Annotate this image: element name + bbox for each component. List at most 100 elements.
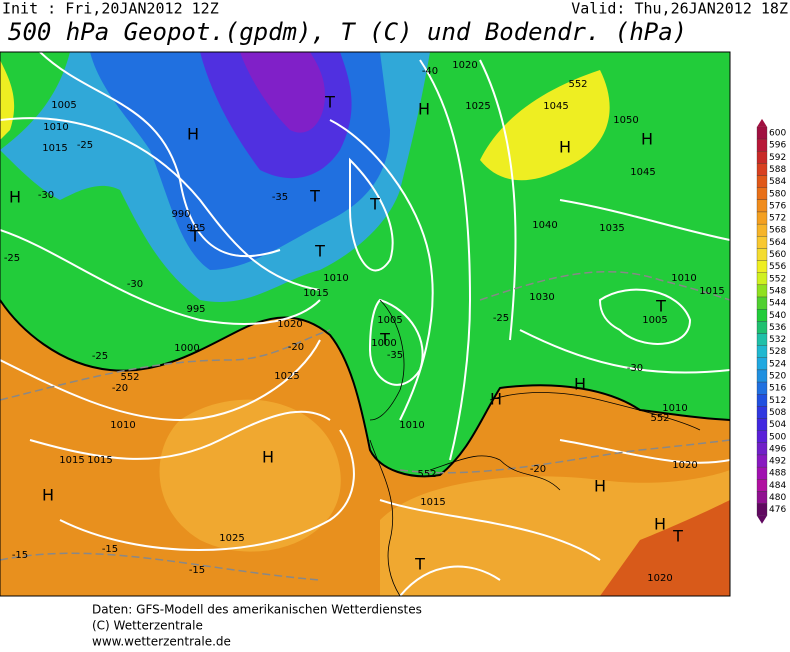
colorbar-swatch xyxy=(756,126,768,140)
pressure-center: T xyxy=(189,227,200,246)
isoline-label: 1015 xyxy=(303,288,328,299)
colorbar-label: 480 xyxy=(769,493,786,503)
isoline-label: -35 xyxy=(387,350,403,361)
colorbar-label: 516 xyxy=(769,384,786,394)
colorbar-cap xyxy=(757,515,767,524)
map-title: 500 hPa Geopot.(gpdm), T (C) und Bodendr… xyxy=(8,18,687,46)
colorbar-swatch xyxy=(756,394,768,407)
isoline-label: -15 xyxy=(189,565,205,576)
pressure-center: H xyxy=(559,138,571,157)
colorbar-swatch xyxy=(756,175,768,188)
colorbar-swatch xyxy=(756,309,768,322)
colorbar-label: 596 xyxy=(769,141,786,151)
isoline-label: 552 xyxy=(650,413,669,424)
colorbar-swatch xyxy=(756,187,768,200)
colorbar-label: 504 xyxy=(769,420,786,430)
isoline-label: 1015 xyxy=(699,286,724,297)
isoline-label: -30 xyxy=(127,279,143,290)
isoline-label: 1010 xyxy=(43,122,68,133)
isoline-label: 1020 xyxy=(452,60,477,71)
isoline-label: -20 xyxy=(112,383,128,394)
isoline-label: 1020 xyxy=(647,573,672,584)
ridge-552 xyxy=(0,60,610,181)
isoline-label: 552 xyxy=(417,469,436,480)
warm-core xyxy=(159,399,341,552)
colorbar-swatch xyxy=(756,503,768,516)
isoline-label: -35 xyxy=(272,192,288,203)
colorbar-label: 588 xyxy=(769,165,786,175)
isoline-label: 1015 xyxy=(420,497,445,508)
colorbar-swatch xyxy=(756,357,768,371)
colorbar-label: 484 xyxy=(769,481,786,491)
colorbar-swatch xyxy=(756,236,768,249)
isoline-label: 1025 xyxy=(219,533,244,544)
colorbar-swatch xyxy=(756,466,768,480)
map-frame xyxy=(0,51,731,597)
isoline-label: 552 xyxy=(120,372,139,383)
pressure-center: H xyxy=(594,477,606,496)
colorbar-swatch xyxy=(756,479,768,492)
isoline-label: -15 xyxy=(12,550,28,561)
isoline-label: 552 xyxy=(568,79,587,90)
pressure-center: H xyxy=(654,515,666,534)
footer-copyright: (C) Wetterzentrale xyxy=(92,619,203,633)
colorbar-label: 560 xyxy=(769,250,786,260)
isoline-label: -40 xyxy=(422,66,438,77)
isoline-label: 995 xyxy=(186,304,205,315)
colorbar-label: 492 xyxy=(769,457,786,467)
colorbar-label: 532 xyxy=(769,335,786,345)
colorbar-label: 500 xyxy=(769,432,786,442)
colorbar: 600 596 592 588 584 580 576 572 568 564 560 556 552 5… xyxy=(756,118,786,524)
isoline-label: 1010 xyxy=(662,403,687,414)
pressure-center: H xyxy=(418,100,430,119)
pressure-center: T xyxy=(655,297,666,316)
colorbar-label: 572 xyxy=(769,214,786,224)
isoline-label: -20 xyxy=(288,342,304,353)
isoline-label: 1035 xyxy=(599,223,624,234)
isoline-label: 1010 xyxy=(671,273,696,284)
isoline-label: -25 xyxy=(4,253,20,264)
colorbar-swatch xyxy=(756,138,768,152)
contour-552 xyxy=(0,299,730,478)
colorbar-label: 576 xyxy=(769,201,786,211)
isoline-label: 1045 xyxy=(543,101,568,112)
colorbar-label: 476 xyxy=(769,505,786,515)
colorbar-label: 600 xyxy=(769,129,786,139)
colorbar-cap xyxy=(757,118,767,127)
init-time: Init : Fri,20JAN2012 12Z xyxy=(2,0,219,18)
isoline-label: 1005 xyxy=(377,315,402,326)
isotherms xyxy=(0,270,730,581)
isoline-label: 1005 xyxy=(51,100,76,111)
isoline-label: 1025 xyxy=(274,371,299,382)
colorbar-label: 508 xyxy=(769,408,786,418)
trough-deep xyxy=(240,52,325,133)
isobars xyxy=(0,52,730,596)
colorbar-swatch xyxy=(756,199,768,213)
colorbar-swatch xyxy=(756,284,768,298)
pressure-center: H xyxy=(490,390,502,409)
colorbar-swatch xyxy=(756,406,768,419)
isoline-label: -25 xyxy=(92,351,108,362)
isoline-label: -30 xyxy=(627,363,643,374)
colorbar-swatch xyxy=(756,211,768,225)
colorbar-label: 536 xyxy=(769,323,786,333)
isoline-label: 1030 xyxy=(529,292,554,303)
isoline-label: 1040 xyxy=(532,220,557,231)
pressure-center: H xyxy=(187,125,199,144)
isoline-label: 1000 xyxy=(174,343,199,354)
coastlines xyxy=(369,299,701,596)
colorbar-label: 556 xyxy=(769,262,786,272)
colorbar-swatch xyxy=(756,430,768,443)
colorbar-swatch xyxy=(756,272,768,286)
pressure-center: H xyxy=(9,188,21,207)
colorbar-swatch xyxy=(756,151,768,164)
isoline-label: -20 xyxy=(530,464,546,475)
colorbar-label: 548 xyxy=(769,286,786,296)
colorbar-label: 540 xyxy=(769,311,786,321)
pressure-center: H xyxy=(262,448,274,467)
pressure-center: T xyxy=(314,242,325,261)
pressure-center: H xyxy=(641,130,653,149)
isoline-label: 985 xyxy=(186,223,205,234)
colorbar-swatch xyxy=(756,381,768,395)
hot-corner xyxy=(600,500,730,596)
